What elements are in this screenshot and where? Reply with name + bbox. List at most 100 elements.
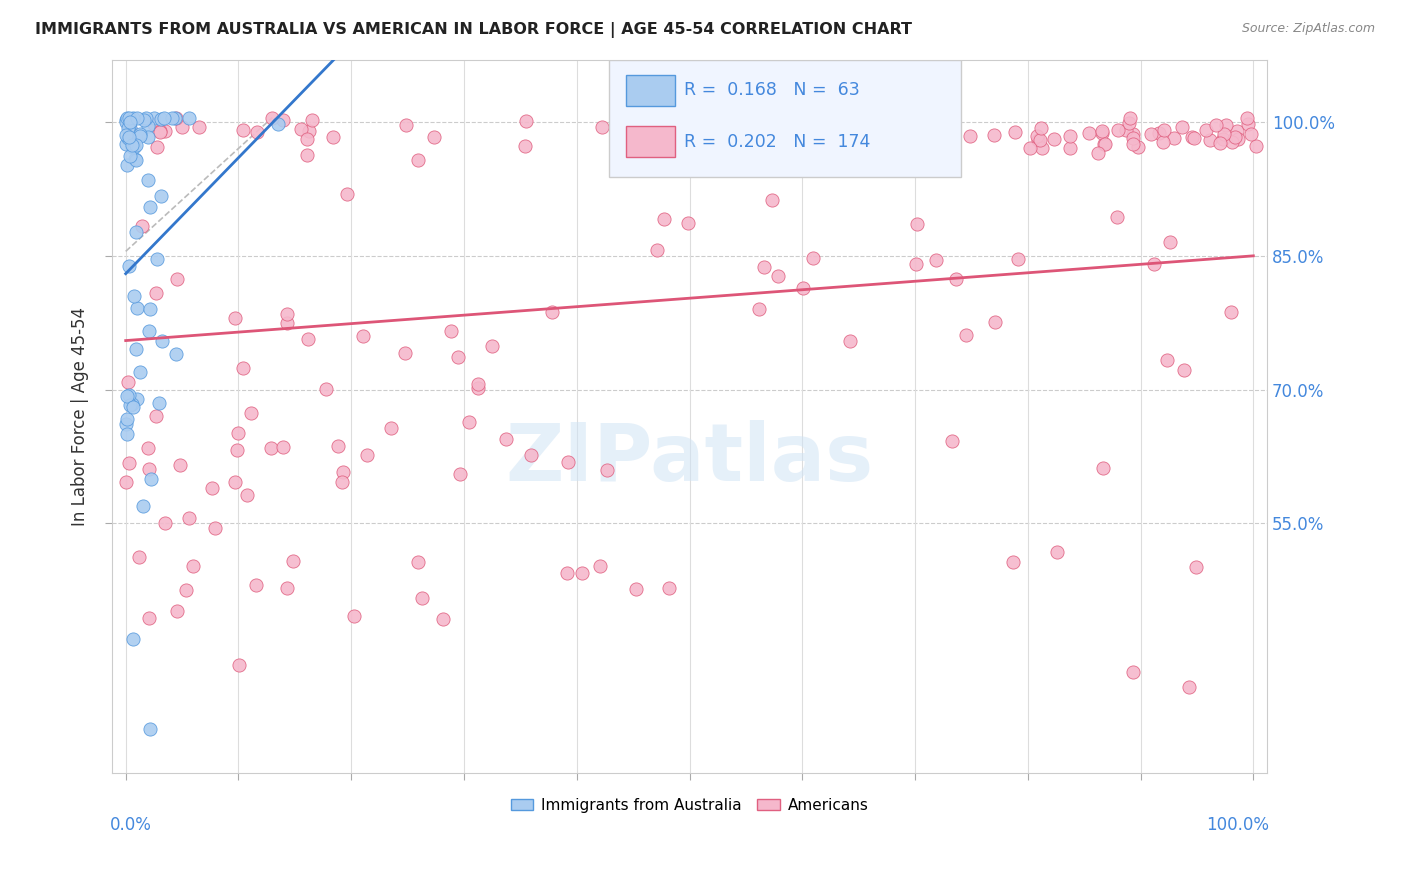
Point — [120, 121, 142, 136]
Point — [394, 346, 416, 360]
Point — [1209, 136, 1232, 151]
Point — [440, 324, 463, 338]
Point — [165, 111, 187, 125]
Point — [330, 475, 353, 490]
Point — [467, 376, 489, 391]
Point — [1122, 136, 1144, 151]
Point — [1026, 133, 1049, 147]
Point — [761, 193, 783, 207]
Point — [181, 558, 204, 573]
Point — [165, 347, 187, 361]
Point — [1087, 145, 1109, 160]
Point — [1212, 132, 1234, 146]
Point — [408, 555, 430, 569]
Point — [1240, 127, 1263, 141]
Point — [276, 581, 298, 595]
Point — [1236, 111, 1258, 125]
Point — [267, 117, 290, 131]
Point — [124, 289, 146, 303]
Point — [1077, 126, 1099, 140]
Point — [1185, 559, 1208, 574]
Point — [322, 130, 344, 145]
Point — [166, 604, 188, 618]
Point — [1244, 139, 1267, 153]
Point — [624, 582, 647, 596]
Y-axis label: In Labor Force | Age 45-54: In Labor Force | Age 45-54 — [72, 307, 89, 526]
Point — [1215, 118, 1237, 132]
Point — [734, 117, 756, 131]
Point — [149, 125, 172, 139]
Point — [145, 252, 167, 267]
Point — [138, 129, 160, 144]
Point — [1031, 141, 1053, 155]
Point — [276, 316, 298, 330]
Point — [139, 722, 162, 736]
Point — [1226, 132, 1249, 146]
Point — [177, 111, 200, 125]
Point — [115, 136, 138, 151]
Point — [1092, 136, 1115, 151]
Point — [515, 139, 537, 153]
Point — [1019, 141, 1042, 155]
Point — [925, 253, 948, 268]
Point — [125, 301, 148, 315]
Point — [1059, 128, 1081, 143]
Point — [153, 516, 176, 530]
Point — [145, 409, 167, 423]
Point — [235, 488, 257, 502]
Point — [1107, 123, 1129, 137]
Point — [232, 361, 254, 376]
Point — [955, 328, 977, 343]
Point — [1001, 555, 1024, 569]
Point — [1153, 123, 1175, 137]
Point — [138, 200, 160, 214]
Point — [1182, 131, 1205, 145]
Point — [1122, 665, 1144, 679]
Point — [128, 365, 150, 379]
Point — [1029, 133, 1052, 147]
Point — [138, 461, 160, 475]
Point — [332, 465, 354, 479]
Text: R =  0.202   N =  174: R = 0.202 N = 174 — [683, 133, 870, 151]
FancyBboxPatch shape — [609, 60, 960, 178]
Point — [457, 415, 479, 429]
Point — [1059, 141, 1081, 155]
Point — [136, 441, 159, 455]
Text: 100.0%: 100.0% — [1206, 816, 1270, 834]
Point — [1220, 135, 1243, 149]
Point — [752, 260, 775, 275]
Point — [136, 172, 159, 186]
Point — [152, 111, 174, 125]
Point — [120, 120, 142, 135]
Point — [118, 456, 141, 470]
Point — [290, 122, 312, 136]
Point — [315, 382, 337, 396]
Point — [1236, 117, 1258, 131]
Point — [336, 186, 359, 201]
Point — [295, 131, 318, 145]
Point — [128, 128, 150, 142]
Point — [495, 432, 517, 446]
Point — [115, 114, 138, 128]
Point — [380, 421, 402, 435]
Point — [1091, 124, 1114, 138]
Point — [1173, 363, 1195, 377]
Point — [226, 426, 249, 441]
Point — [125, 111, 148, 125]
Point — [132, 499, 155, 513]
Point — [125, 392, 148, 406]
Point — [959, 129, 981, 144]
Point — [905, 217, 928, 231]
Point — [121, 140, 143, 154]
Point — [117, 131, 139, 145]
Point — [281, 554, 304, 568]
Point — [1094, 136, 1116, 151]
Point — [150, 112, 173, 126]
Point — [449, 467, 471, 482]
Point — [165, 112, 187, 126]
Point — [447, 350, 470, 364]
Point — [115, 112, 138, 127]
Point — [571, 566, 593, 581]
Point — [226, 442, 249, 457]
Point — [115, 417, 138, 432]
